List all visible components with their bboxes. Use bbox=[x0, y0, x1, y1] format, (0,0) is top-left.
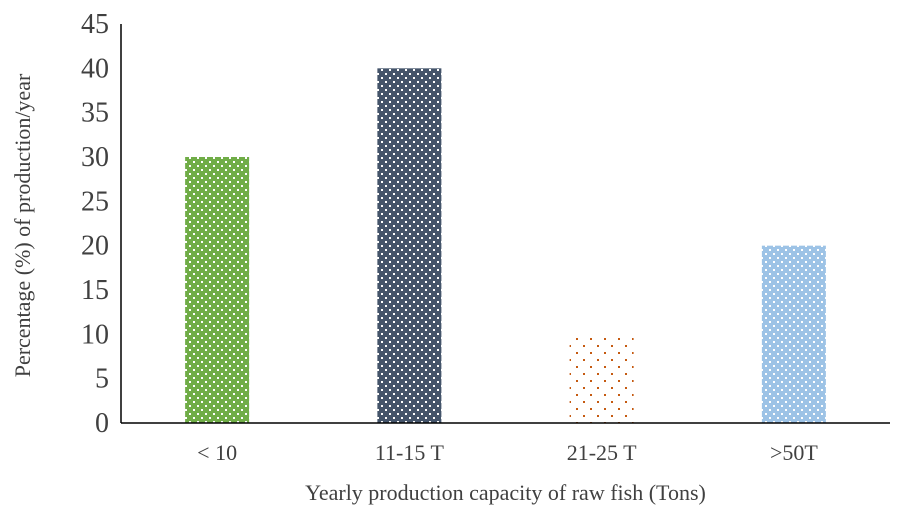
y-tick-label: 25 bbox=[81, 186, 109, 217]
bar bbox=[569, 334, 634, 423]
y-tick-label: 0 bbox=[95, 408, 109, 439]
x-axis-title: Yearly production capacity of raw fish (… bbox=[305, 480, 706, 505]
bar bbox=[185, 157, 250, 423]
x-tick-label: >50T bbox=[770, 440, 818, 465]
x-tick-label: 21-25 T bbox=[567, 440, 637, 465]
y-tick-label: 40 bbox=[81, 53, 109, 84]
y-tick-label: 45 bbox=[81, 9, 109, 40]
y-tick-label: 30 bbox=[81, 142, 109, 173]
x-axis-ticks: < 10 11-15 T 21-25 T >50T bbox=[197, 440, 818, 465]
y-tick-label: 10 bbox=[81, 319, 109, 350]
y-tick-label: 20 bbox=[81, 231, 109, 262]
bars-group bbox=[185, 68, 826, 423]
y-tick-label: 15 bbox=[81, 275, 109, 306]
x-tick-label: 11-15 T bbox=[375, 440, 445, 465]
y-tick-label: 35 bbox=[81, 98, 109, 129]
x-tick-label: < 10 bbox=[197, 440, 237, 465]
y-tick-label: 5 bbox=[95, 364, 109, 395]
bar bbox=[761, 245, 826, 423]
bar bbox=[377, 68, 442, 423]
y-axis-ticks: 0 5 10 15 20 25 30 35 40 45 bbox=[81, 9, 109, 439]
y-axis-title: Percentage (%) of production/year bbox=[10, 73, 35, 377]
